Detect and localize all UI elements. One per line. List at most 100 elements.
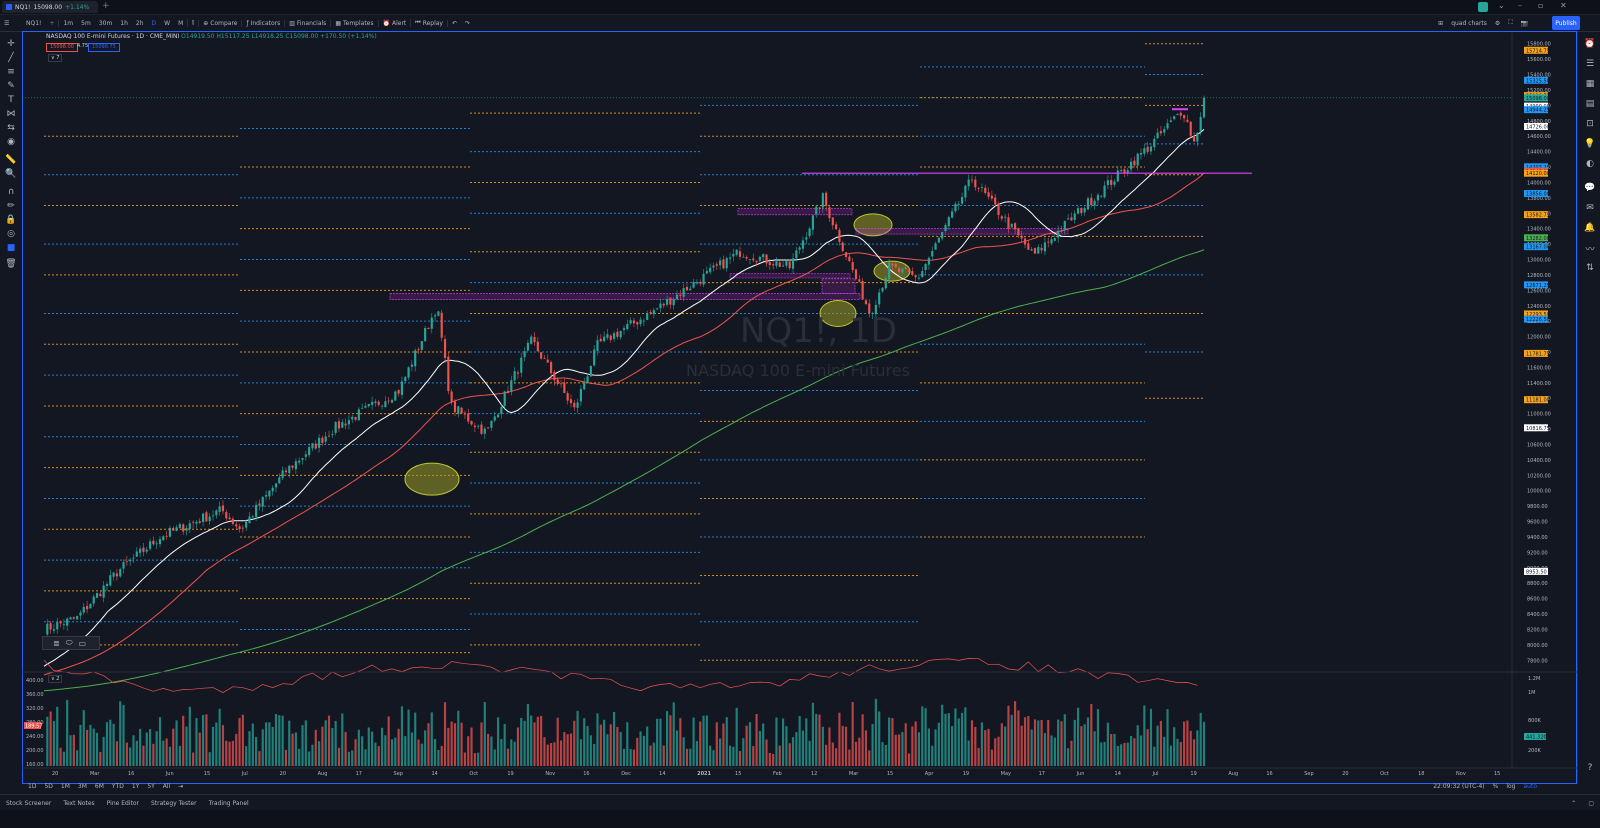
interval-w[interactable]: W xyxy=(164,19,171,27)
watchlist-icon[interactable]: ☰ xyxy=(1585,59,1595,69)
buy-price-box[interactable]: 15098.75 xyxy=(88,43,120,52)
trash-icon[interactable]: 🗑 xyxy=(5,259,17,269)
templates-button[interactable]: ▦ Templates xyxy=(330,19,377,27)
snapshot-icon[interactable]: 📷 xyxy=(1520,19,1528,27)
tab-text-notes[interactable]: Text Notes xyxy=(63,799,95,807)
magnet-icon[interactable]: ∩ xyxy=(7,187,15,197)
symbol-search[interactable]: NQ1! xyxy=(26,19,42,27)
ma-200-line[interactable] xyxy=(43,249,1205,692)
stay-drawing-icon[interactable]: ✏ xyxy=(7,201,15,211)
consolidation-zone[interactable] xyxy=(821,278,856,294)
interval-30m[interactable]: 30m xyxy=(98,19,113,27)
range-5y[interactable]: 5Y xyxy=(147,782,155,790)
undo-icon[interactable]: ↶ xyxy=(446,19,461,27)
notifications-icon[interactable]: 🔔 xyxy=(1584,223,1596,233)
add-symbol-icon[interactable]: + xyxy=(49,19,55,27)
alert-button[interactable]: ⏰ Alert xyxy=(377,19,411,27)
calendar-icon[interactable]: ▦ xyxy=(1585,79,1595,89)
data-window-icon[interactable]: ⊡ xyxy=(1586,119,1594,129)
interval-1h[interactable]: 1h xyxy=(120,19,128,27)
pattern-icon[interactable]: ⋈ xyxy=(6,109,16,119)
tab-strategy-tester[interactable]: Strategy Tester xyxy=(151,799,197,807)
chevron-down-icon[interactable]: ⌄ xyxy=(1498,1,1505,10)
consolidation-zone[interactable] xyxy=(737,208,853,216)
fib-icon[interactable]: ≡ xyxy=(7,67,15,77)
range-5d[interactable]: 5D xyxy=(44,782,53,790)
consolidation-zone[interactable] xyxy=(389,293,861,300)
collapse-panel-icon[interactable]: ⌃ xyxy=(1571,799,1577,807)
rectangle-icon[interactable]: ▭ xyxy=(78,638,87,648)
minimize-icon[interactable]: – xyxy=(1518,1,1522,10)
trendline-icon[interactable]: ╱ xyxy=(8,53,14,63)
crosshair-icon[interactable]: ✛ xyxy=(7,39,15,49)
highlight-ellipse[interactable] xyxy=(853,213,893,237)
brush-icon[interactable]: ✎ xyxy=(7,81,15,91)
order-panel-icon[interactable]: ⇅ xyxy=(1586,263,1594,273)
time-axis[interactable]: 20 Mar 16 Jun 15 Jul 20 Aug 17 Sep 14 Oct 19 Nov 16 Dec… xyxy=(52,771,1500,777)
ma-20-line[interactable] xyxy=(43,129,1205,667)
tab-stock-screener[interactable]: Stock Screener xyxy=(6,799,52,807)
auto-toggle[interactable]: auto xyxy=(1523,782,1537,790)
ellipse-icon[interactable]: ⬭ xyxy=(65,638,73,647)
text-icon[interactable]: T xyxy=(8,95,14,105)
financials-button[interactable]: ▥ Financials xyxy=(284,19,330,27)
interval-5m[interactable]: 5m xyxy=(81,19,91,27)
layout-grid-icon[interactable]: ⊞ xyxy=(1438,19,1444,27)
tab-pine-editor[interactable]: Pine Editor xyxy=(106,799,139,807)
help-icon[interactable]: ? xyxy=(1587,763,1593,773)
lines-icon[interactable]: ≣ xyxy=(53,638,60,648)
range-6m[interactable]: 6M xyxy=(94,782,104,790)
oscillator-line[interactable] xyxy=(43,658,1198,693)
publish-button[interactable]: Publish xyxy=(1552,16,1580,30)
interval-1m[interactable]: 1m xyxy=(58,19,77,27)
range-ytd[interactable]: YTD xyxy=(111,782,124,790)
streams-icon[interactable]: ◐ xyxy=(1586,159,1594,169)
maximize-panel-icon[interactable]: ▢ xyxy=(1588,799,1594,807)
fullscreen-icon[interactable]: ⛶ xyxy=(1508,19,1513,26)
goto-date-icon[interactable]: ⇥ xyxy=(178,782,184,790)
replay-button[interactable]: ⏮ Replay xyxy=(410,19,447,27)
ideas-icon[interactable]: 💡 xyxy=(1584,139,1596,149)
settings-gear-icon[interactable]: ⚙ xyxy=(1494,19,1501,27)
interval-2h[interactable]: 2h xyxy=(135,19,144,27)
highlight-ellipse[interactable] xyxy=(404,462,460,496)
new-tab-button[interactable]: + xyxy=(102,1,110,11)
interval-d[interactable]: D xyxy=(151,19,157,27)
ruler-icon[interactable]: 📏 xyxy=(5,155,17,165)
lock-icon[interactable]: 🔒 xyxy=(5,215,17,225)
consolidation-zone[interactable] xyxy=(855,228,1069,235)
indicators-button[interactable]: ƒ Indicators xyxy=(241,19,284,27)
hide-icon[interactable]: ◎ xyxy=(7,229,15,239)
prediction-icon[interactable]: ⇆ xyxy=(7,123,15,133)
clock[interactable]: 22:09:32 (UTC-4) xyxy=(1433,782,1485,790)
chat-icon[interactable]: 💬 xyxy=(1584,183,1596,193)
candles-type-icon[interactable]: ⫾ xyxy=(187,19,198,27)
highlight-ellipse[interactable] xyxy=(819,299,857,327)
layout-name[interactable]: quad charts xyxy=(1451,19,1487,27)
chart-pane[interactable] xyxy=(22,31,1577,784)
percent-toggle[interactable]: % xyxy=(1492,782,1499,790)
news-icon[interactable]: ▤ xyxy=(1585,99,1595,109)
range-3m[interactable]: 3M xyxy=(77,782,87,790)
private-chat-icon[interactable]: ✉ xyxy=(1586,203,1594,213)
profile-icon[interactable] xyxy=(1478,2,1488,12)
ma-50-line[interactable] xyxy=(43,172,1205,676)
close-icon[interactable]: ✕ xyxy=(1560,1,1567,10)
alarm-clock-icon[interactable]: ⏰ xyxy=(1584,39,1596,49)
maximize-icon[interactable]: ▫ xyxy=(1538,1,1544,10)
favorites-icon[interactable]: ■ xyxy=(6,243,16,253)
horizontal-line[interactable] xyxy=(802,108,1252,174)
browser-tab[interactable]: NQ1! 15098.00 +1.14% xyxy=(2,1,98,13)
legend-collapse-button[interactable]: ∨ 7 xyxy=(48,54,63,62)
range-1d[interactable]: 1D xyxy=(28,782,37,790)
menu-icon[interactable]: ☰ xyxy=(4,19,10,27)
consolidation-zone[interactable] xyxy=(729,273,851,279)
pulse-icon[interactable]: 〰 xyxy=(1585,244,1595,255)
range-1m[interactable]: 1M xyxy=(60,782,70,790)
zoom-icon[interactable]: 🔍 xyxy=(5,169,17,179)
sell-price-box[interactable]: 15098.00 xyxy=(46,43,78,52)
compare-button[interactable]: ⊕ Compare xyxy=(198,19,241,27)
tab-trading-panel[interactable]: Trading Panel xyxy=(208,799,249,807)
oscillator-collapse-button[interactable]: ∨ 2 xyxy=(48,675,63,683)
